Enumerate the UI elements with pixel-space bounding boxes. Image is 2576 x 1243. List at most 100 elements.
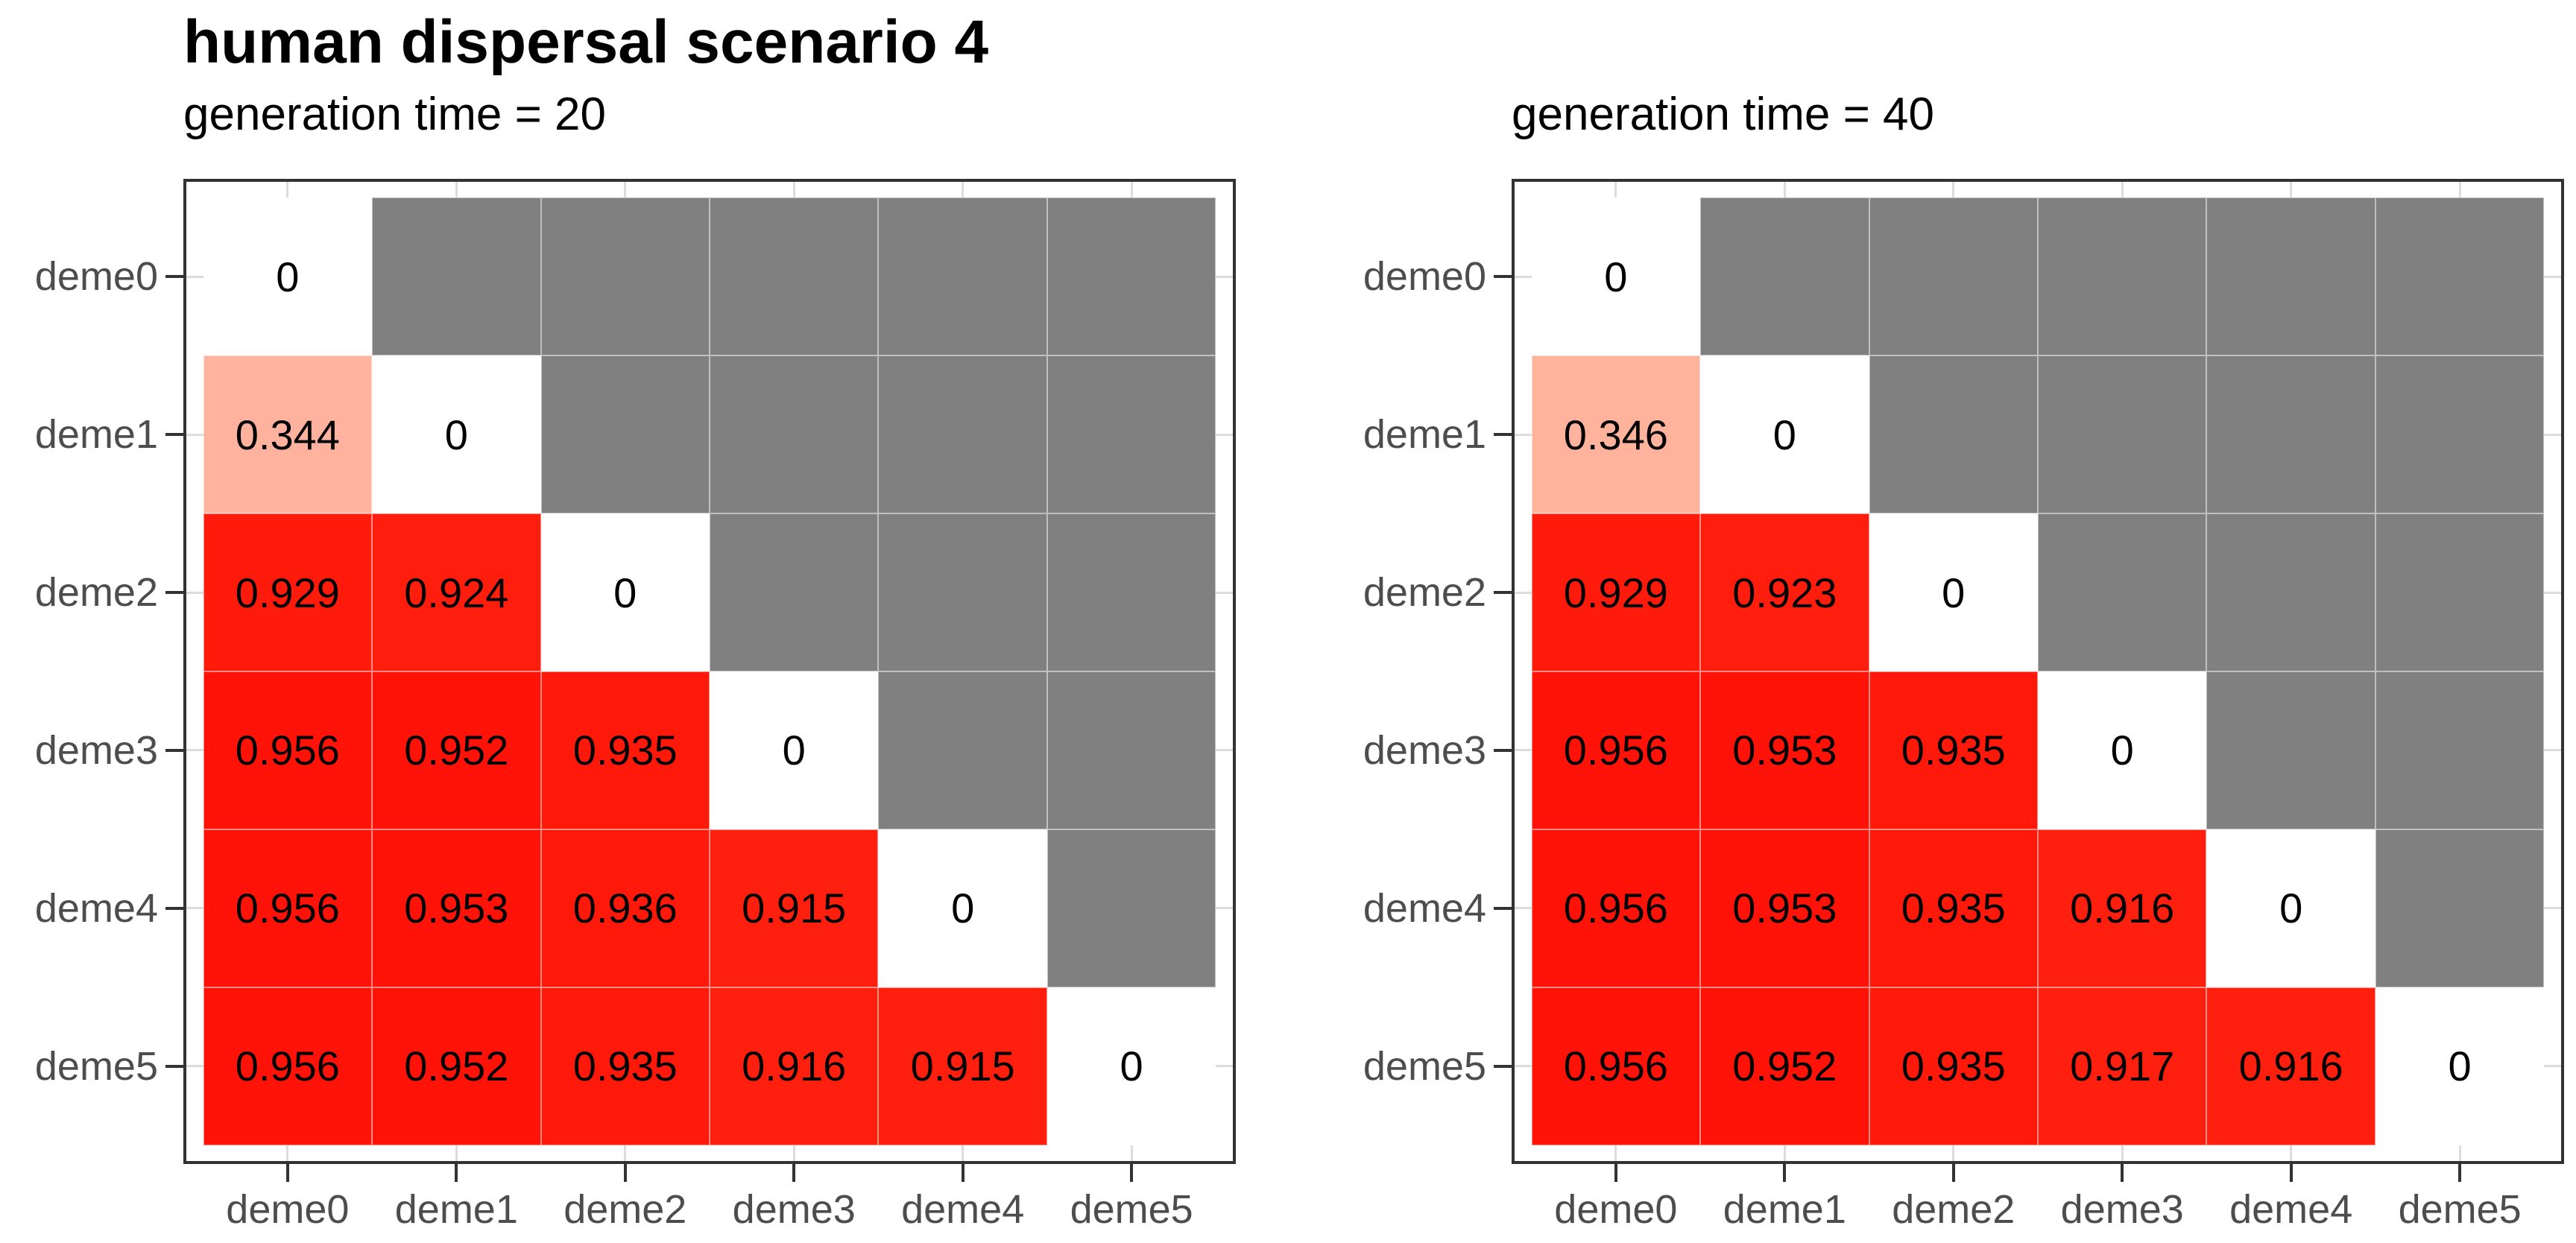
- y-axis-label: deme4: [34, 885, 158, 931]
- x-axis-tick: [961, 1164, 965, 1182]
- cell-value: 0.935: [1901, 1043, 2006, 1090]
- x-axis-label: deme3: [2060, 1187, 2184, 1232]
- heatmap-cell: 0.935: [1869, 671, 2038, 829]
- heatmap-cell-na: [2375, 829, 2545, 987]
- y-axis-label: deme2: [1363, 570, 1486, 616]
- y-axis-tick: [165, 906, 183, 910]
- cell-value: 0.916: [2070, 885, 2175, 932]
- heatmap-cell: 0: [1046, 987, 1216, 1145]
- heatmap-cell: 0.956: [1531, 671, 1701, 829]
- heatmap-cell-na: [1046, 513, 1216, 671]
- y-axis-label: deme3: [1363, 727, 1486, 773]
- y-axis-label: deme3: [34, 727, 158, 773]
- y-axis-label: deme5: [34, 1043, 158, 1089]
- cell-value: 0.953: [1732, 885, 1837, 932]
- heatmap-cell-na: [1046, 197, 1216, 356]
- heatmap-cell-na: [2206, 197, 2375, 356]
- heatmap-cell: 0: [372, 355, 541, 514]
- cell-value: 0.924: [404, 569, 509, 616]
- heatmap-cell-na: [2037, 197, 2207, 356]
- cell-value: 0.929: [1563, 569, 1668, 616]
- cell-value: 0.344: [235, 411, 340, 458]
- x-axis-tick: [455, 1164, 458, 1182]
- y-axis-tick: [165, 591, 183, 595]
- heatmap-cell-na: [709, 355, 879, 514]
- heatmap-cell-na: [540, 197, 710, 356]
- heatmap-cell-na: [878, 197, 1047, 356]
- cell-value: 0.915: [910, 1043, 1015, 1090]
- cell-value: 0.935: [1901, 885, 2006, 932]
- heatmap-cell-na: [540, 355, 710, 514]
- y-axis-label: deme1: [34, 412, 158, 458]
- heatmap-cell: 0.924: [372, 513, 541, 671]
- y-axis-tick: [1494, 275, 1512, 279]
- heatmap-cell-na: [2206, 355, 2375, 514]
- heatmap-panel: 0 0.344 0 0.929 0.924 0 0.956 0.952 0.935 0 0.956 0…: [183, 179, 1236, 1164]
- heatmap-cell: 0: [203, 197, 373, 356]
- cell-value: 0.952: [404, 727, 509, 774]
- heatmap-cell: 0.953: [372, 829, 541, 987]
- cell-value: 0.917: [2070, 1043, 2175, 1090]
- heatmap-cell: 0.935: [540, 987, 710, 1145]
- heatmap-cell-na: [2206, 513, 2375, 671]
- heatmap-cell: 0: [1531, 197, 1701, 356]
- heatmap-cell: 0.915: [878, 987, 1047, 1145]
- x-axis-tick: [1130, 1164, 1134, 1182]
- heatmap-cell: 0.917: [2037, 987, 2207, 1145]
- cell-value: 0.956: [1563, 1043, 1668, 1090]
- cell-value: 0: [951, 885, 975, 932]
- heatmap-cell: 0: [1700, 355, 1869, 514]
- cell-value: 0.956: [235, 885, 340, 932]
- heatmap-cell-na: [1700, 197, 1869, 356]
- figure-title: human dispersal scenario 4: [183, 8, 989, 76]
- heatmap-cell: 0.916: [709, 987, 879, 1145]
- x-axis-label: deme5: [1070, 1187, 1193, 1232]
- cell-value: 0.916: [742, 1043, 847, 1090]
- cell-value: 0: [2448, 1043, 2472, 1090]
- heatmap-cell: 0.956: [203, 671, 373, 829]
- cell-value: 0: [444, 411, 468, 458]
- heatmap-cell-na: [878, 513, 1047, 671]
- heatmap-cell-na: [1046, 355, 1216, 514]
- y-axis-tick: [165, 1064, 183, 1068]
- heatmap-cell: 0.956: [1531, 829, 1701, 987]
- heatmap-cell: 0: [540, 513, 710, 671]
- x-axis-tick: [2289, 1164, 2293, 1182]
- x-axis-tick: [623, 1164, 627, 1182]
- heatmap-cell: 0.929: [1531, 513, 1701, 671]
- x-axis-label: deme0: [1554, 1187, 1678, 1232]
- heatmap-cell: 0.915: [709, 829, 879, 987]
- y-axis-tick: [165, 748, 183, 752]
- cell-value: 0.956: [235, 1043, 340, 1090]
- heatmap-cell: 0.956: [203, 829, 373, 987]
- heatmap-cell-na: [372, 197, 541, 356]
- heatmap-panel: 0 0.346 0 0.929 0.923 0 0.956 0.953 0.935 0 0.956 0…: [1512, 179, 2564, 1164]
- heatmap-cell: 0.956: [1531, 987, 1701, 1145]
- y-axis-label: deme0: [1363, 254, 1486, 300]
- heatmap-cell: 0.346: [1531, 355, 1701, 514]
- heatmap-cell-na: [709, 197, 879, 356]
- y-axis-label: deme4: [1363, 885, 1486, 931]
- cell-value: 0: [782, 727, 806, 774]
- x-axis-label: deme1: [1723, 1187, 1846, 1232]
- y-axis-tick: [1494, 591, 1512, 595]
- heatmap-cell: 0: [709, 671, 879, 829]
- heatmap-cell-na: [1869, 197, 2038, 356]
- heatmap-cell: 0.953: [1700, 671, 1869, 829]
- heatmap-cell-na: [1869, 355, 2038, 514]
- heatmap-tile-block: 0 0.346 0 0.929 0.923 0 0.956 0.953 0.935 0 0.956 0…: [1531, 197, 2545, 1145]
- heatmap-cell: 0.936: [540, 829, 710, 987]
- heatmap-cell: 0: [2037, 671, 2207, 829]
- heatmap-cell: 0.916: [2206, 987, 2375, 1145]
- heatmap-cell: 0.935: [1869, 829, 2038, 987]
- heatmap-cell: 0.953: [1700, 829, 1869, 987]
- y-axis-label: deme5: [1363, 1043, 1486, 1089]
- heatmap-cell: 0.935: [540, 671, 710, 829]
- x-axis-label: deme2: [1892, 1187, 2015, 1232]
- cell-value: 0.956: [235, 727, 340, 774]
- x-axis-tick: [1614, 1164, 1617, 1182]
- y-axis-tick: [1494, 906, 1512, 910]
- x-axis-tick: [2121, 1164, 2124, 1182]
- cell-value: 0.916: [2238, 1043, 2343, 1090]
